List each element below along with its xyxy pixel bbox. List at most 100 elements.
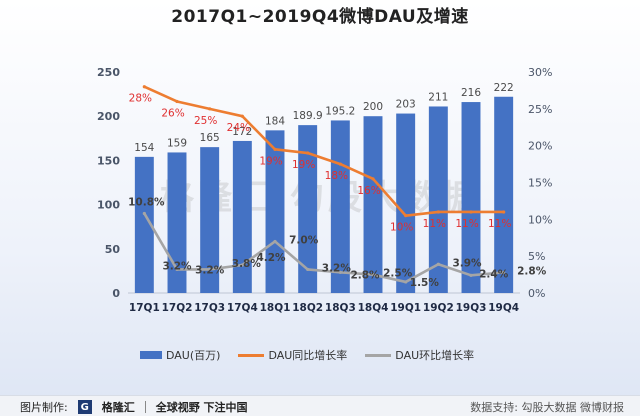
yoy-data-label: 19% [292,159,315,171]
y-right-tick-label: 30% [528,66,552,79]
qoq-point [240,263,244,267]
footer-label: 图片制作: [20,401,68,414]
x-tick-label: 18Q3 [325,302,356,314]
yoy-point [208,107,212,111]
x-tick-label: 17Q3 [194,302,225,314]
qoq-data-label: 10.8% [128,196,165,208]
legend-label-yoy: DAU同比增长率 [268,349,348,362]
y-left-tick-label: 0 [112,287,120,300]
qoq-point [469,273,473,277]
legend-item-yoy: DAU同比增长率 [238,347,347,363]
qoq-point [502,270,506,274]
x-tick-label: 19Q4 [488,302,519,314]
footer-brand: 格隆汇 [101,401,135,414]
bar-value-label: 195.2 [325,105,355,117]
yoy-point [436,210,440,214]
qoq-data-label: 2.5% [383,268,413,280]
yoy-data-label: 11% [455,218,478,230]
yoy-data-label: 24% [227,122,250,134]
y-right-tick-label: 25% [528,103,552,116]
qoq-point [436,262,440,266]
yoy-data-label: 19% [259,155,282,167]
qoq-data-label: 3.2% [322,262,352,274]
x-tick-label: 17Q2 [162,302,193,314]
legend-label-dau: DAU(百万) [166,349,221,362]
bar-value-label: 211 [428,91,448,103]
footer: 图片制作: G 格隆汇 全球视野 下注中国 数据支持: 勾股大数据 微博财报 [0,395,640,416]
x-tick-label: 19Q2 [423,302,454,314]
yoy-data-label: 28% [129,93,152,105]
chart-svg: 0 50 100 150 200 250 0% 5% 10% 15% 20% 25% 30% 154 159… [97,66,552,314]
legend: DAU(百万) DAU同比增长率 DAU环比增长率 [140,345,600,365]
y-right-tick-label: 10% [528,213,552,226]
x-tick-label: 17Q1 [129,302,160,314]
yoy-data-label: 26% [161,107,184,119]
legend-item-qoq: DAU环比增长率 [365,347,474,363]
qoq-data-label: 4.2% [256,252,286,264]
footer-slogan: 全球视野 下注中国 [155,401,248,414]
bar-dau [167,152,187,293]
x-tick-label: 17Q4 [227,302,258,314]
qoq-point [142,211,146,216]
qoq-point [208,267,212,272]
bar-value-label: 200 [363,101,383,113]
yoy-point [371,177,375,181]
qoq-data-label: 2.8% [350,269,380,281]
y-left-tick-label: 250 [97,66,120,79]
bar-value-label: 184 [265,115,285,127]
y-left-tick-label: 200 [97,110,120,123]
y-right-tick-label: 20% [528,140,552,153]
bar-dau [396,113,416,293]
chart-title: 2017Q1~2019Q4微博DAU及增速 [171,7,469,27]
yoy-data-label: 10% [390,222,413,234]
qoq-point [175,267,179,272]
qoq-data-label: 2.4% [479,268,509,280]
y-right-tick-label: 5% [528,250,545,263]
yoy-point [404,214,408,218]
yoy-line [143,85,504,217]
x-tick-label: 19Q3 [456,302,487,314]
yoy-data-label: 11% [488,218,511,230]
qoq-point [338,270,342,274]
qoq-data-label: 2.8% [517,265,547,277]
x-tick-label: 18Q4 [358,302,389,314]
y-left-tick-label: 150 [97,154,120,167]
bar-dau [494,96,514,293]
yoy-data-label: 16% [357,185,380,197]
bar-dau [265,130,285,293]
qoq-data-label: 3.2% [195,264,225,276]
yoy-point [142,85,146,89]
yoy-point [240,114,244,118]
x-tick-label: 18Q1 [260,302,291,314]
legend-swatch-yoy [238,353,265,357]
brand-logo-icon: G [77,400,92,414]
legend-swatch-bar [140,351,162,359]
qoq-point [273,239,277,244]
bar-dau [298,125,318,293]
qoq-data-label: 1.5% [410,277,440,289]
bar-value-label: 203 [396,99,416,111]
yoy-data-label: 25% [194,115,217,127]
yoy-point [338,162,342,166]
bar-dau [428,106,448,293]
bar-dau [363,116,383,293]
qoq-point [404,280,408,284]
bar-value-label: 172 [232,126,252,138]
bar-dau [232,140,252,293]
bar-value-label: 154 [134,142,154,154]
bar-dau [200,147,220,293]
qoq-data-label: 3.2% [162,260,192,272]
legend-label-qoq: DAU环比增长率 [395,349,475,362]
y-left-tick-label: 50 [105,243,121,256]
y-right-tick-label: 15% [528,177,552,190]
qoq-point [371,272,375,277]
yoy-data-label: 18% [325,170,348,182]
legend-swatch-qoq [365,353,392,357]
x-tick-label: 18Q2 [292,302,323,314]
qoq-data-label: 7.0% [289,234,319,246]
yoy-point [469,210,473,214]
bar-value-label: 189.9 [293,110,323,122]
footer-left: 图片制作: G 格隆汇 全球视野 下注中国 [20,399,248,415]
x-tick-label: 19Q1 [390,302,421,314]
legend-item-dau: DAU(百万) [140,347,220,363]
